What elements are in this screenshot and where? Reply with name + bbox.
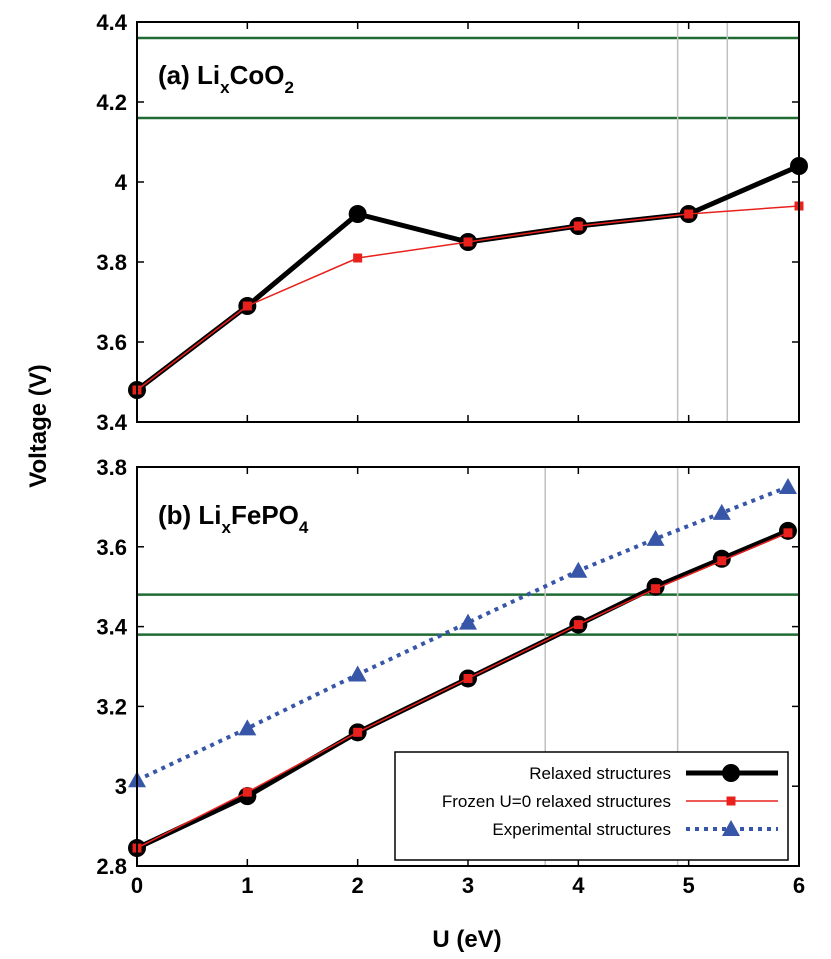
- legend-swatch-experimental-marker: [722, 820, 740, 836]
- panel-b-series-frozen-point: [573, 620, 583, 630]
- x-tick-label: 2: [352, 873, 364, 898]
- panel-a-series-frozen-point: [353, 253, 363, 263]
- panel-b-y-tick-label: 3.8: [96, 455, 127, 480]
- panel-b-title: (b) LixFePO4: [158, 500, 309, 537]
- panel-b-series-experimental-point: [778, 477, 797, 494]
- panel-a-licoo2: 3.4 3.6 3.8 4 4.2 4.4 (a) LixCoO2: [96, 10, 808, 435]
- panel-a-series-frozen-point: [573, 221, 583, 231]
- panel-b-frame: [136, 466, 800, 867]
- legend-swatch-frozen-marker: [726, 796, 736, 806]
- x-tick-label: 6: [793, 873, 805, 898]
- legend: Relaxed structures Frozen U=0 relaxed st…: [394, 751, 789, 861]
- panel-b-series-experimental-point: [569, 561, 588, 578]
- panel-b-series-frozen-point: [651, 584, 661, 594]
- panel-b-series-frozen-point: [353, 727, 363, 737]
- panel-a-series-frozen-point: [684, 209, 694, 219]
- panel-a-series-frozen-point: [242, 301, 252, 311]
- panel-b-series-experimental-point: [459, 613, 477, 630]
- legend-box: [394, 751, 789, 861]
- panel-b-y-tick-label: 3.6: [96, 535, 127, 560]
- panel-a-title: (a) LixCoO2: [158, 60, 294, 97]
- panel-a-y-tick-label: 4.2: [96, 90, 127, 115]
- panel-b-y-tick-label: 3.4: [96, 615, 127, 640]
- panel-a-y-tick-label: 4: [115, 170, 128, 195]
- panel-b-series-frozen-point: [717, 556, 727, 566]
- panel-b-series-frozen-line: [136, 532, 789, 849]
- panel-a-frame: [136, 21, 800, 423]
- x-tick-labels: 0 1 2 3 4 5 6: [131, 873, 805, 898]
- panel-b-series-experimental-point: [348, 665, 367, 682]
- x-tick-label: 0: [131, 873, 143, 898]
- legend-swatch-relaxed-marker: [722, 764, 740, 782]
- y-axis-label: Voltage (V): [25, 364, 52, 488]
- panel-b-series-frozen-point: [783, 528, 793, 538]
- panel-a-series-relaxed-point: [348, 205, 367, 223]
- panel-a-series-relaxed-line: [135, 163, 800, 392]
- legend-label-relaxed: Relaxed structures: [529, 764, 671, 783]
- x-tick-label: 4: [572, 873, 585, 898]
- panel-b-y-tick-label: 3: [115, 774, 127, 799]
- panel-b-series-experimental-point: [712, 503, 731, 520]
- x-axis-label: U (eV): [432, 926, 501, 953]
- x-tick-label: 3: [462, 873, 474, 898]
- panel-a-y-tick-label: 3.4: [96, 410, 127, 435]
- legend-label-frozen: Frozen U=0 relaxed structures: [442, 792, 671, 811]
- legend-label-experimental: Experimental structures: [492, 820, 671, 839]
- panel-b-series-frozen-point: [463, 673, 473, 683]
- panel-a-y-tick-label: 3.6: [96, 330, 127, 355]
- panel-b-series-experimental-point: [646, 529, 665, 546]
- panel-a-y-tick-label: 3.8: [96, 250, 127, 275]
- panel-b-series-experimental-point: [238, 719, 257, 736]
- panel-b-series-frozen-point: [242, 787, 252, 797]
- x-tick-label: 5: [683, 873, 695, 898]
- panel-b-series-experimental-line: [136, 485, 789, 783]
- panel-a-series-frozen-point: [463, 237, 473, 247]
- panel-b-y-tick-label: 2.8: [96, 854, 127, 879]
- x-tick-label: 1: [241, 873, 253, 898]
- panel-b-y-tick-label: 3.2: [96, 694, 127, 719]
- panel-a-y-tick-label: 4.4: [96, 10, 127, 35]
